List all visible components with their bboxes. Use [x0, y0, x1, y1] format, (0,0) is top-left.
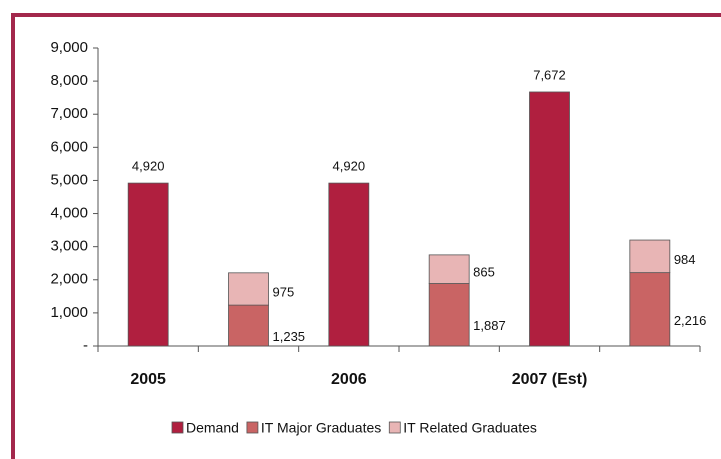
- bar-segment: [428, 254, 470, 284]
- y-tick-label: 8,000: [50, 72, 88, 89]
- legend-swatch: [171, 421, 184, 434]
- data-label: 4,920: [333, 159, 366, 174]
- x-tick-label: 2005: [130, 371, 166, 388]
- y-tick-label: 1,000: [50, 304, 88, 321]
- bar-segment: [428, 283, 470, 347]
- bar-segment: [629, 272, 671, 347]
- data-label: 984: [674, 252, 696, 267]
- data-label: 1,235: [273, 329, 306, 344]
- bar-segment: [228, 304, 269, 347]
- y-tick-label: 9,000: [50, 39, 88, 56]
- data-label: 4,920: [132, 159, 165, 174]
- legend-swatch: [246, 421, 259, 434]
- bar: [328, 182, 370, 347]
- x-tick-label: 2007 (Est): [512, 371, 588, 388]
- y-tick-label: 3,000: [50, 238, 88, 255]
- data-label: 1,887: [473, 318, 506, 333]
- y-tick-label: 5,000: [50, 171, 88, 188]
- bar: [127, 182, 169, 347]
- y-tick-label: 7,000: [50, 105, 88, 122]
- legend-label: IT Related Graduates: [403, 420, 537, 436]
- data-label: 865: [473, 265, 495, 280]
- y-tick-label: 4,000: [50, 205, 88, 222]
- x-tick-label: 2006: [331, 371, 367, 388]
- data-label: 7,672: [533, 67, 566, 82]
- y-tick-label: 6,000: [50, 138, 88, 155]
- bar-segment: [629, 239, 671, 274]
- legend-label: Demand: [186, 420, 239, 436]
- legend-label: IT Major Graduates: [261, 420, 381, 436]
- legend-swatch: [388, 421, 401, 434]
- y-tick-label: -: [83, 337, 88, 354]
- bar-segment: [228, 272, 269, 306]
- data-label: 975: [273, 284, 295, 299]
- bar: [529, 91, 570, 347]
- data-label: 2,216: [674, 313, 707, 328]
- y-tick-label: 2,000: [50, 271, 88, 288]
